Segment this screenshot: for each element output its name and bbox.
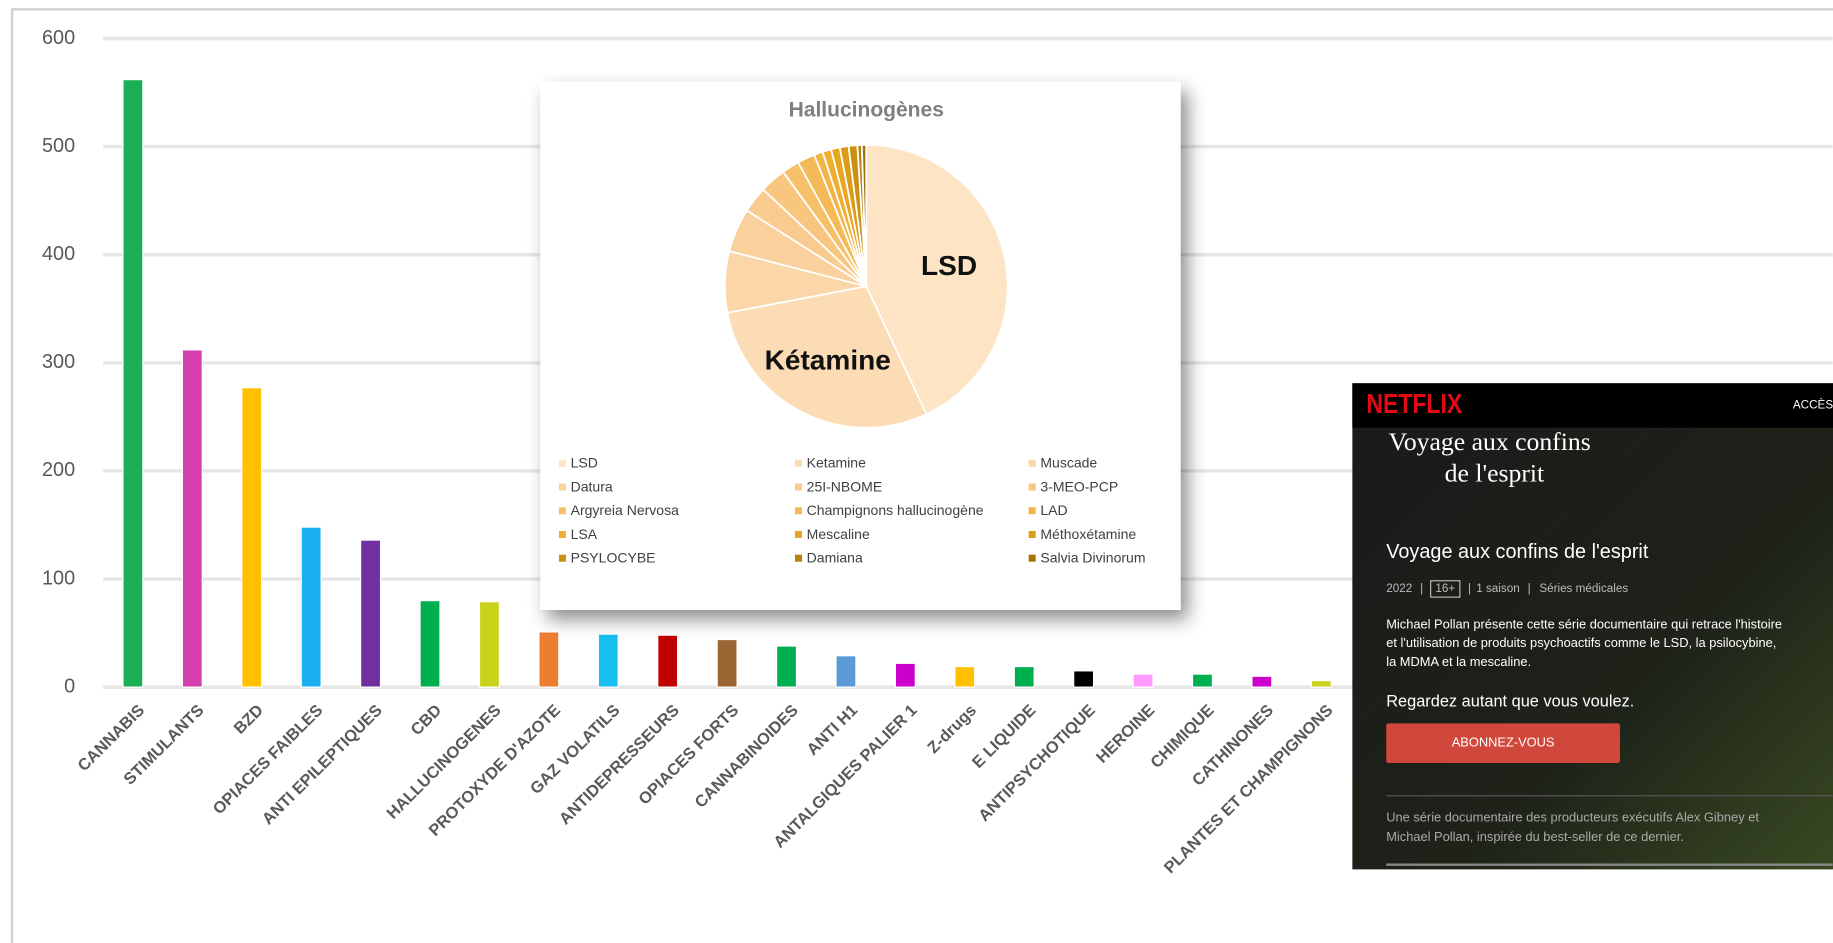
tagline: Regardez autant que vous voulez. — [1386, 693, 1634, 711]
bar — [419, 600, 441, 688]
bar — [597, 633, 619, 688]
legend-label: Ketamine — [807, 455, 866, 471]
legend-swatch — [1028, 554, 1036, 562]
bar — [894, 662, 916, 688]
subscribe-label[interactable]: ABONNEZ-VOUS — [1452, 735, 1555, 750]
pie-chart: Hallucinogènes LSD Kétamine LSD Ketamine Mus… — [540, 81, 1181, 610]
footer-text: Michael Pollan, inspirée du best-seller … — [1386, 829, 1684, 844]
pie-title: Hallucinogènes — [789, 99, 944, 122]
y-tick-label: 200 — [42, 459, 75, 481]
legend-label: PSYLOCYBE — [571, 549, 656, 565]
bar — [1251, 675, 1273, 688]
separator: | — [1468, 582, 1471, 595]
bar — [1310, 680, 1332, 688]
legend-swatch — [558, 507, 566, 515]
description: la MDMA et la mescaline. — [1386, 654, 1531, 669]
legend-swatch — [558, 459, 566, 467]
bar — [1013, 665, 1035, 688]
netflix-logo[interactable]: NETFLIX — [1366, 388, 1462, 419]
pie-slice — [726, 285, 928, 429]
legend-swatch — [794, 459, 802, 467]
legend-swatch — [794, 530, 802, 538]
bar — [1073, 670, 1095, 688]
legend-label: Argyreia Nervosa — [571, 502, 679, 518]
bar — [538, 631, 560, 688]
y-tick-label: 500 — [42, 135, 75, 157]
legend-swatch — [1028, 507, 1036, 515]
legend-label: 3-MEO-PCP — [1040, 478, 1118, 494]
show-logo: de l'esprit — [1445, 458, 1545, 487]
legend-label: LAD — [1040, 502, 1067, 518]
bar — [657, 634, 679, 688]
show-seasons: 1 saison — [1476, 582, 1519, 595]
slice-label: LSD — [921, 250, 977, 281]
legend-label: Datura — [571, 478, 613, 494]
y-tick-label: 600 — [42, 27, 75, 49]
footer-text: Une série documentaire des producteurs e… — [1386, 809, 1759, 824]
bar — [300, 526, 322, 688]
bar — [835, 655, 857, 688]
separator: | — [1528, 582, 1531, 595]
legend-swatch — [1028, 483, 1036, 491]
legend-label: Muscade — [1040, 455, 1097, 471]
subscribe-button[interactable] — [1386, 723, 1620, 764]
y-tick-label: 400 — [42, 243, 75, 265]
y-tick-label: 100 — [42, 567, 75, 589]
show-logo: Voyage aux confins — [1389, 427, 1591, 456]
show-rating: 16+ — [1435, 582, 1455, 595]
legend-label: Champignons hallucinogène — [807, 502, 984, 518]
bar — [360, 539, 382, 688]
bar — [776, 645, 798, 688]
bar — [1191, 673, 1213, 688]
legend-label: Salvia Divinorum — [1040, 549, 1145, 565]
show-genre: Séries médicales — [1539, 582, 1628, 595]
legend-swatch — [794, 483, 802, 491]
bar — [954, 665, 976, 688]
legend-label: LSD — [571, 455, 598, 471]
legend-label: Méthoxétamine — [1040, 526, 1136, 542]
legend-swatch — [794, 507, 802, 515]
y-tick-label: 0 — [64, 675, 75, 697]
bar — [1132, 673, 1154, 688]
legend-label: LSA — [571, 526, 598, 542]
legend-label: Mescaline — [807, 526, 870, 542]
rating-box — [1430, 580, 1461, 598]
bar — [181, 349, 203, 688]
bar — [478, 601, 500, 688]
legend-swatch — [558, 554, 566, 562]
legend-label: Damiana — [807, 549, 863, 565]
show-year: 2022 — [1386, 582, 1412, 595]
slice-label: Kétamine — [765, 344, 891, 375]
legend-swatch — [794, 554, 802, 562]
pie-slice — [865, 144, 1009, 416]
pie-slice — [860, 144, 868, 287]
bar — [716, 638, 738, 688]
y-tick-label: 300 — [42, 351, 75, 373]
bar — [241, 387, 263, 688]
description: Michael Pollan présente cette série docu… — [1386, 617, 1782, 632]
separator: | — [1420, 582, 1423, 595]
legend-swatch — [1028, 530, 1036, 538]
netflix-panel: NETFLIX ACCÈS Voyage aux confins de l'es… — [1352, 383, 1833, 870]
legend-label: 25I-NBOME — [807, 478, 883, 494]
legend-swatch — [558, 483, 566, 491]
show-title: Voyage aux confins de l'esprit — [1386, 541, 1649, 563]
access-link[interactable]: ACCÈS — [1793, 399, 1833, 412]
description: et l'utilisation de produits psychoactif… — [1386, 635, 1776, 650]
legend-swatch — [1028, 459, 1036, 467]
legend-swatch — [558, 530, 566, 538]
netflix-header — [1352, 383, 1833, 428]
netflix-background — [1352, 383, 1833, 870]
bar — [122, 79, 144, 688]
